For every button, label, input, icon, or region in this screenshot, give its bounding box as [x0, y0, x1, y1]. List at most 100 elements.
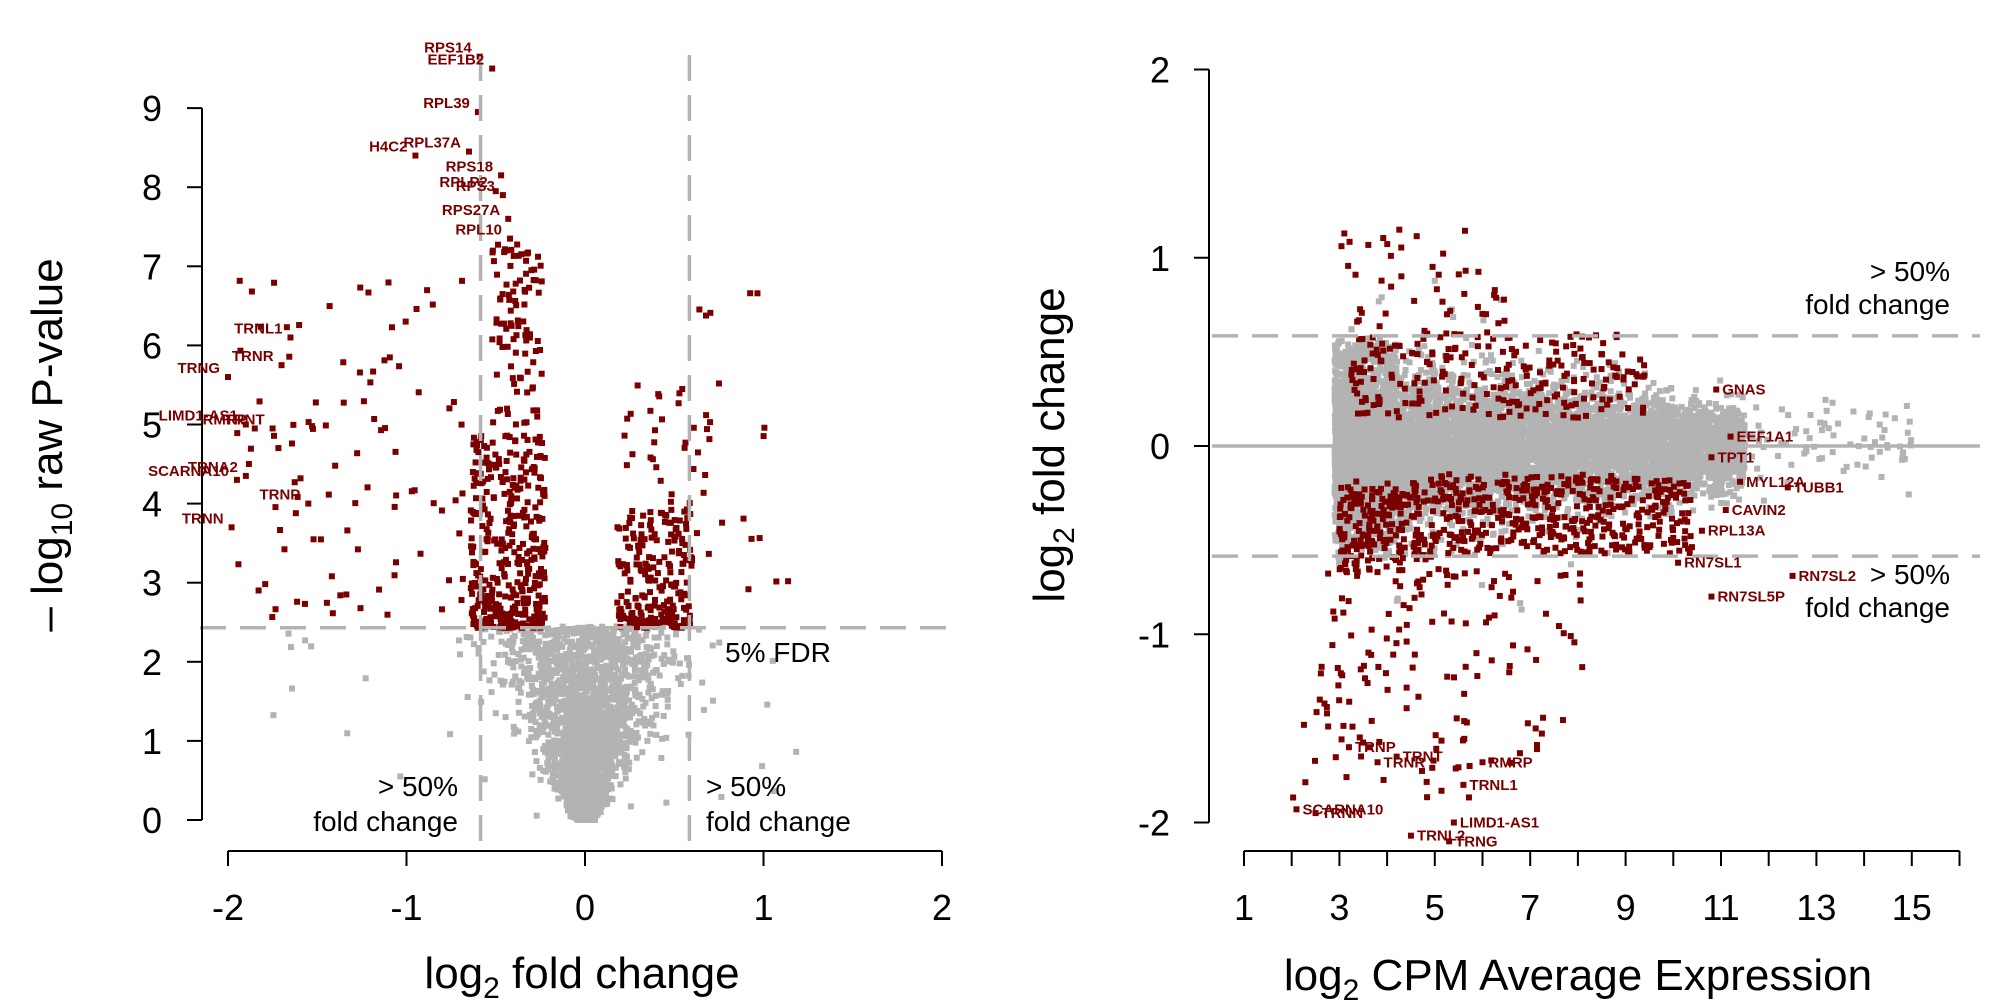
volcano-significant-point [671, 538, 677, 544]
volcano-significant-point [624, 599, 630, 605]
volcano-point [661, 713, 667, 719]
volcano-significant-point [337, 592, 343, 598]
volcano-significant-point [656, 559, 662, 565]
volcano-significant-point [387, 354, 393, 360]
volcano-significant-point [392, 504, 398, 510]
volcano-significant-point [469, 535, 475, 541]
volcano-point [502, 652, 508, 658]
volcano-gene-label: TRNT [225, 411, 265, 428]
volcano-significant-point [357, 285, 363, 291]
volcano-significant-point [490, 604, 496, 610]
volcano-significant-point [459, 422, 465, 428]
volcano-significant-point [381, 357, 387, 363]
volcano-point [559, 759, 565, 765]
volcano-point [543, 653, 549, 659]
volcano-significant-point [636, 562, 642, 568]
volcano-point [587, 683, 593, 689]
volcano-point [539, 686, 545, 692]
volcano-significant-point [510, 482, 516, 488]
volcano-point [526, 658, 532, 664]
volcano-point [567, 677, 573, 683]
volcano-point [545, 732, 551, 738]
volcano-significant-point [486, 466, 492, 472]
volcano-point [577, 669, 583, 675]
volcano-significant-point [287, 334, 293, 340]
volcano-significant-point [416, 389, 422, 395]
volcano-point [596, 731, 602, 737]
volcano-point [699, 680, 705, 686]
volcano-significant-point [525, 483, 531, 489]
volcano-point [639, 637, 645, 643]
volcano-significant-points [225, 54, 791, 631]
volcano-point [654, 667, 660, 673]
volcano-point [673, 631, 679, 637]
volcano-point [567, 788, 573, 794]
volcano-point [573, 724, 579, 730]
volcano-significant-point [747, 290, 753, 296]
volcano-point [546, 739, 552, 745]
volcano-significant-point [535, 439, 541, 445]
volcano-point [537, 704, 543, 710]
volcano-point [561, 636, 567, 642]
volcano-significant-point [499, 610, 505, 616]
volcano-significant-point [515, 323, 521, 329]
volcano-significant-point [504, 476, 510, 482]
volcano-gene-label: TRNG [178, 360, 221, 377]
volcano-point [530, 675, 536, 681]
volcano-significant-point [669, 549, 675, 555]
volcano-point [491, 660, 497, 666]
volcano-point [555, 764, 561, 770]
volcano-point [618, 709, 624, 715]
volcano-significant-point [523, 523, 529, 529]
volcano-significant-point [272, 504, 278, 510]
volcano-point [622, 740, 628, 746]
volcano-significant-point [271, 280, 277, 286]
volcano-point [610, 633, 616, 639]
volcano-significant-point [249, 289, 255, 295]
volcano-point [302, 637, 308, 643]
volcano-point [622, 646, 628, 652]
volcano-significant-point [361, 398, 367, 404]
volcano-significant-point [468, 585, 474, 591]
volcano-significant-point [507, 617, 513, 623]
volcano-point [583, 771, 589, 777]
volcano-point [536, 652, 542, 658]
volcano-significant-point [446, 405, 452, 411]
volcano-significant-point [257, 398, 263, 404]
volcano-significant-point [332, 463, 338, 469]
volcano-point [564, 728, 570, 734]
volcano-significant-point [376, 587, 382, 593]
volcano-significant-point [541, 596, 547, 602]
volcano-significant-point [473, 495, 479, 501]
volcano-point [542, 749, 548, 755]
volcano-significant-point [531, 267, 537, 273]
volcano-significant-point [498, 621, 504, 627]
volcano-point [583, 783, 589, 789]
volcano-significant-point [509, 539, 515, 545]
volcano-significant-point [506, 292, 512, 298]
volcano-significant-point [497, 335, 503, 341]
volcano-point [572, 752, 578, 758]
volcano-significant-point [616, 561, 622, 567]
volcano-significant-point [517, 278, 523, 284]
volcano-gene-label: RPS18 [446, 158, 494, 175]
volcano-significant-point [277, 527, 283, 533]
volcano-significant-point [695, 449, 701, 455]
volcano-significant-point [539, 620, 545, 626]
volcano-significant-point [470, 469, 476, 475]
volcano-point [622, 752, 628, 758]
volcano-significant-point [675, 590, 681, 596]
volcano-significant-point [526, 548, 532, 554]
volcano-significant-point [306, 419, 312, 425]
volcano-significant-point [470, 559, 476, 565]
volcano-significant-point [234, 477, 240, 483]
volcano-significant-point [472, 476, 478, 482]
volcano-point [590, 658, 596, 664]
volcano-significant-point [671, 606, 677, 612]
volcano-significant-point [489, 66, 495, 72]
volcano-significant-point [496, 456, 502, 462]
volcano-significant-point [667, 569, 673, 575]
volcano-significant-point [494, 316, 500, 322]
volcano-significant-point [296, 322, 302, 328]
volcano-significant-point [703, 412, 709, 418]
